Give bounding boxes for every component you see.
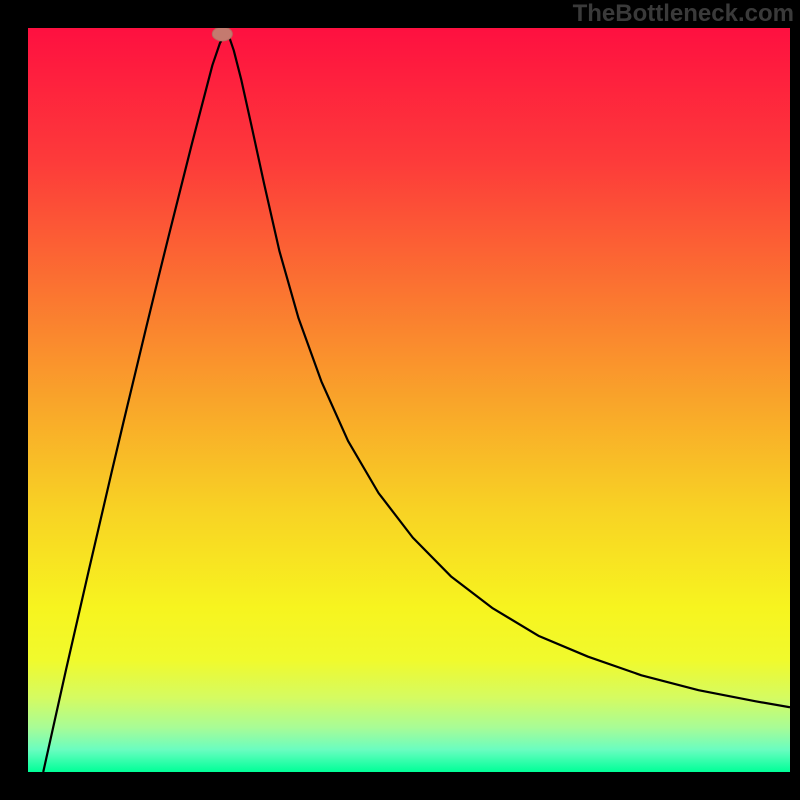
border-bottom [0,772,800,800]
watermark-text: TheBottleneck.com [573,0,794,28]
plot-svg [28,28,790,772]
border-left [0,0,28,800]
plot-background [28,28,790,772]
plot-area [28,28,790,772]
curve-minimum-marker [212,28,232,41]
border-right [790,0,800,800]
chart-frame: TheBottleneck.com [0,0,800,800]
